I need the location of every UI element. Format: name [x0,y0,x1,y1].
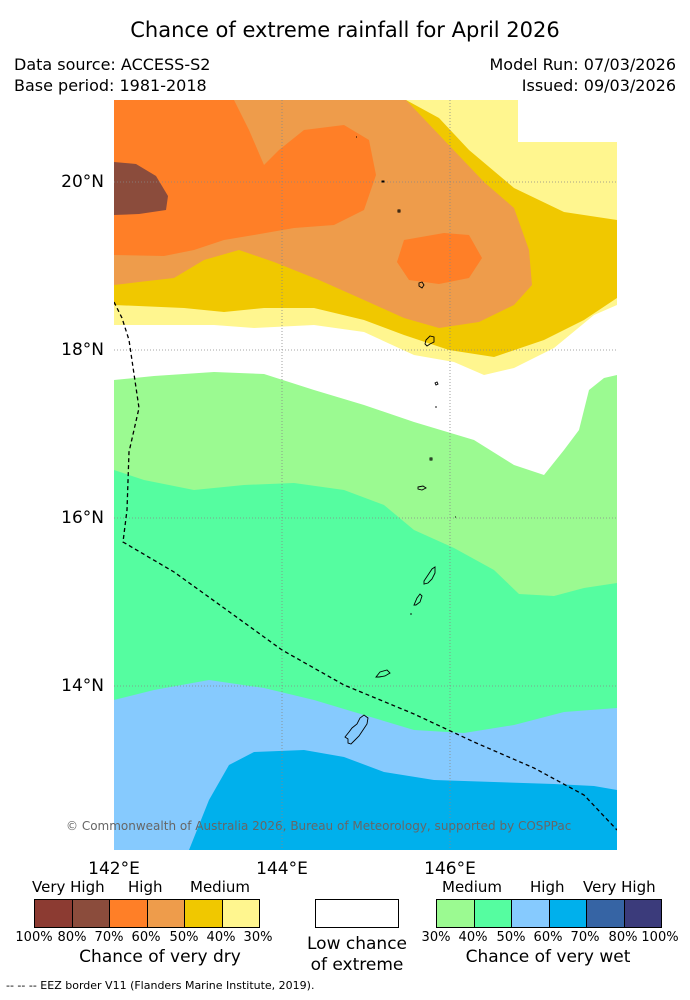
lon-label-144e: 144°E [256,859,308,879]
dry-swatch-40-30 [222,900,259,927]
lat-label-16n: 16°N [61,508,104,528]
dry-pct-60: 60% [131,930,161,945]
wet-pct-30: 30% [421,930,451,945]
map-title: Chance of extreme rainfall for April 202… [130,18,560,42]
wet-pct-80: 80% [608,930,638,945]
dry-pct-40: 40% [206,930,236,945]
wet-pct-70: 70% [570,930,600,945]
wet-swatch-50-60 [512,900,550,927]
wet-swatch-80-100 [624,900,661,927]
lon-label-142e: 142°E [88,859,140,879]
dry-60-70-region-east [397,233,482,284]
model-run: Model Run: 07/03/2026 [489,55,677,74]
lat-label-18n: 18°N [61,340,104,360]
dry-high-label: High [128,878,163,896]
neutral-swatch [315,899,399,928]
dry-medium-label: Medium [190,878,250,896]
dry-60-70-region [114,100,376,256]
issued-date: Issued: 09/03/2026 [521,76,676,95]
base-period: Base period: 1981-2018 [14,76,207,95]
wet-swatch-60-70 [549,900,587,927]
data-source: Data source: ACCESS-S2 [14,55,211,74]
lat-label-20n: 20°N [61,172,104,192]
neutral-caption-line1: Low chance [307,934,407,954]
dry-swatch-50-40 [185,900,223,927]
islands [344,136,456,745]
eez-border-note: -- -- -- EEZ border V11 (Flanders Marine… [6,979,315,992]
wet-caption: Chance of very wet [465,947,631,967]
lat-label-14n: 14°N [61,676,104,696]
neutral-caption-line2: of extreme [310,955,404,975]
wet-high-label: High [530,878,565,896]
dry-pct-70: 70% [94,930,124,945]
lon-label-146e: 146°E [424,859,476,879]
wet-pct-100: 100% [641,930,679,945]
rainfall-map [114,100,617,850]
dry-pct-30: 30% [243,930,273,945]
wet-pct-60: 60% [533,930,563,945]
dry-caption: Chance of very dry [79,947,241,967]
wet-color-scale [436,899,662,928]
wet-very-high-label: Very High [583,878,656,896]
dry-pct-50: 50% [169,930,199,945]
wet-swatch-70-80 [587,900,625,927]
dry-swatch-60-50 [147,900,185,927]
dry-very-high-label: Very High [32,878,105,896]
dry-swatch-100-80 [35,900,73,927]
dry-70-80-region [114,162,168,215]
dry-swatch-70-60 [110,900,148,927]
copyright-notice: © Commonwealth of Australia 2026, Bureau… [66,819,572,833]
dry-swatch-80-70 [72,900,110,927]
wet-swatch-30-40 [437,900,475,927]
dry-pct-100: 100% [15,930,53,945]
wet-medium-label: Medium [442,878,502,896]
wet-pct-50: 50% [496,930,526,945]
dry-color-scale [34,899,260,928]
gridlines [114,100,617,850]
wet-60-70-region [189,750,617,850]
dry-pct-80: 80% [57,930,87,945]
wet-swatch-40-50 [474,900,512,927]
wet-pct-40: 40% [458,930,488,945]
